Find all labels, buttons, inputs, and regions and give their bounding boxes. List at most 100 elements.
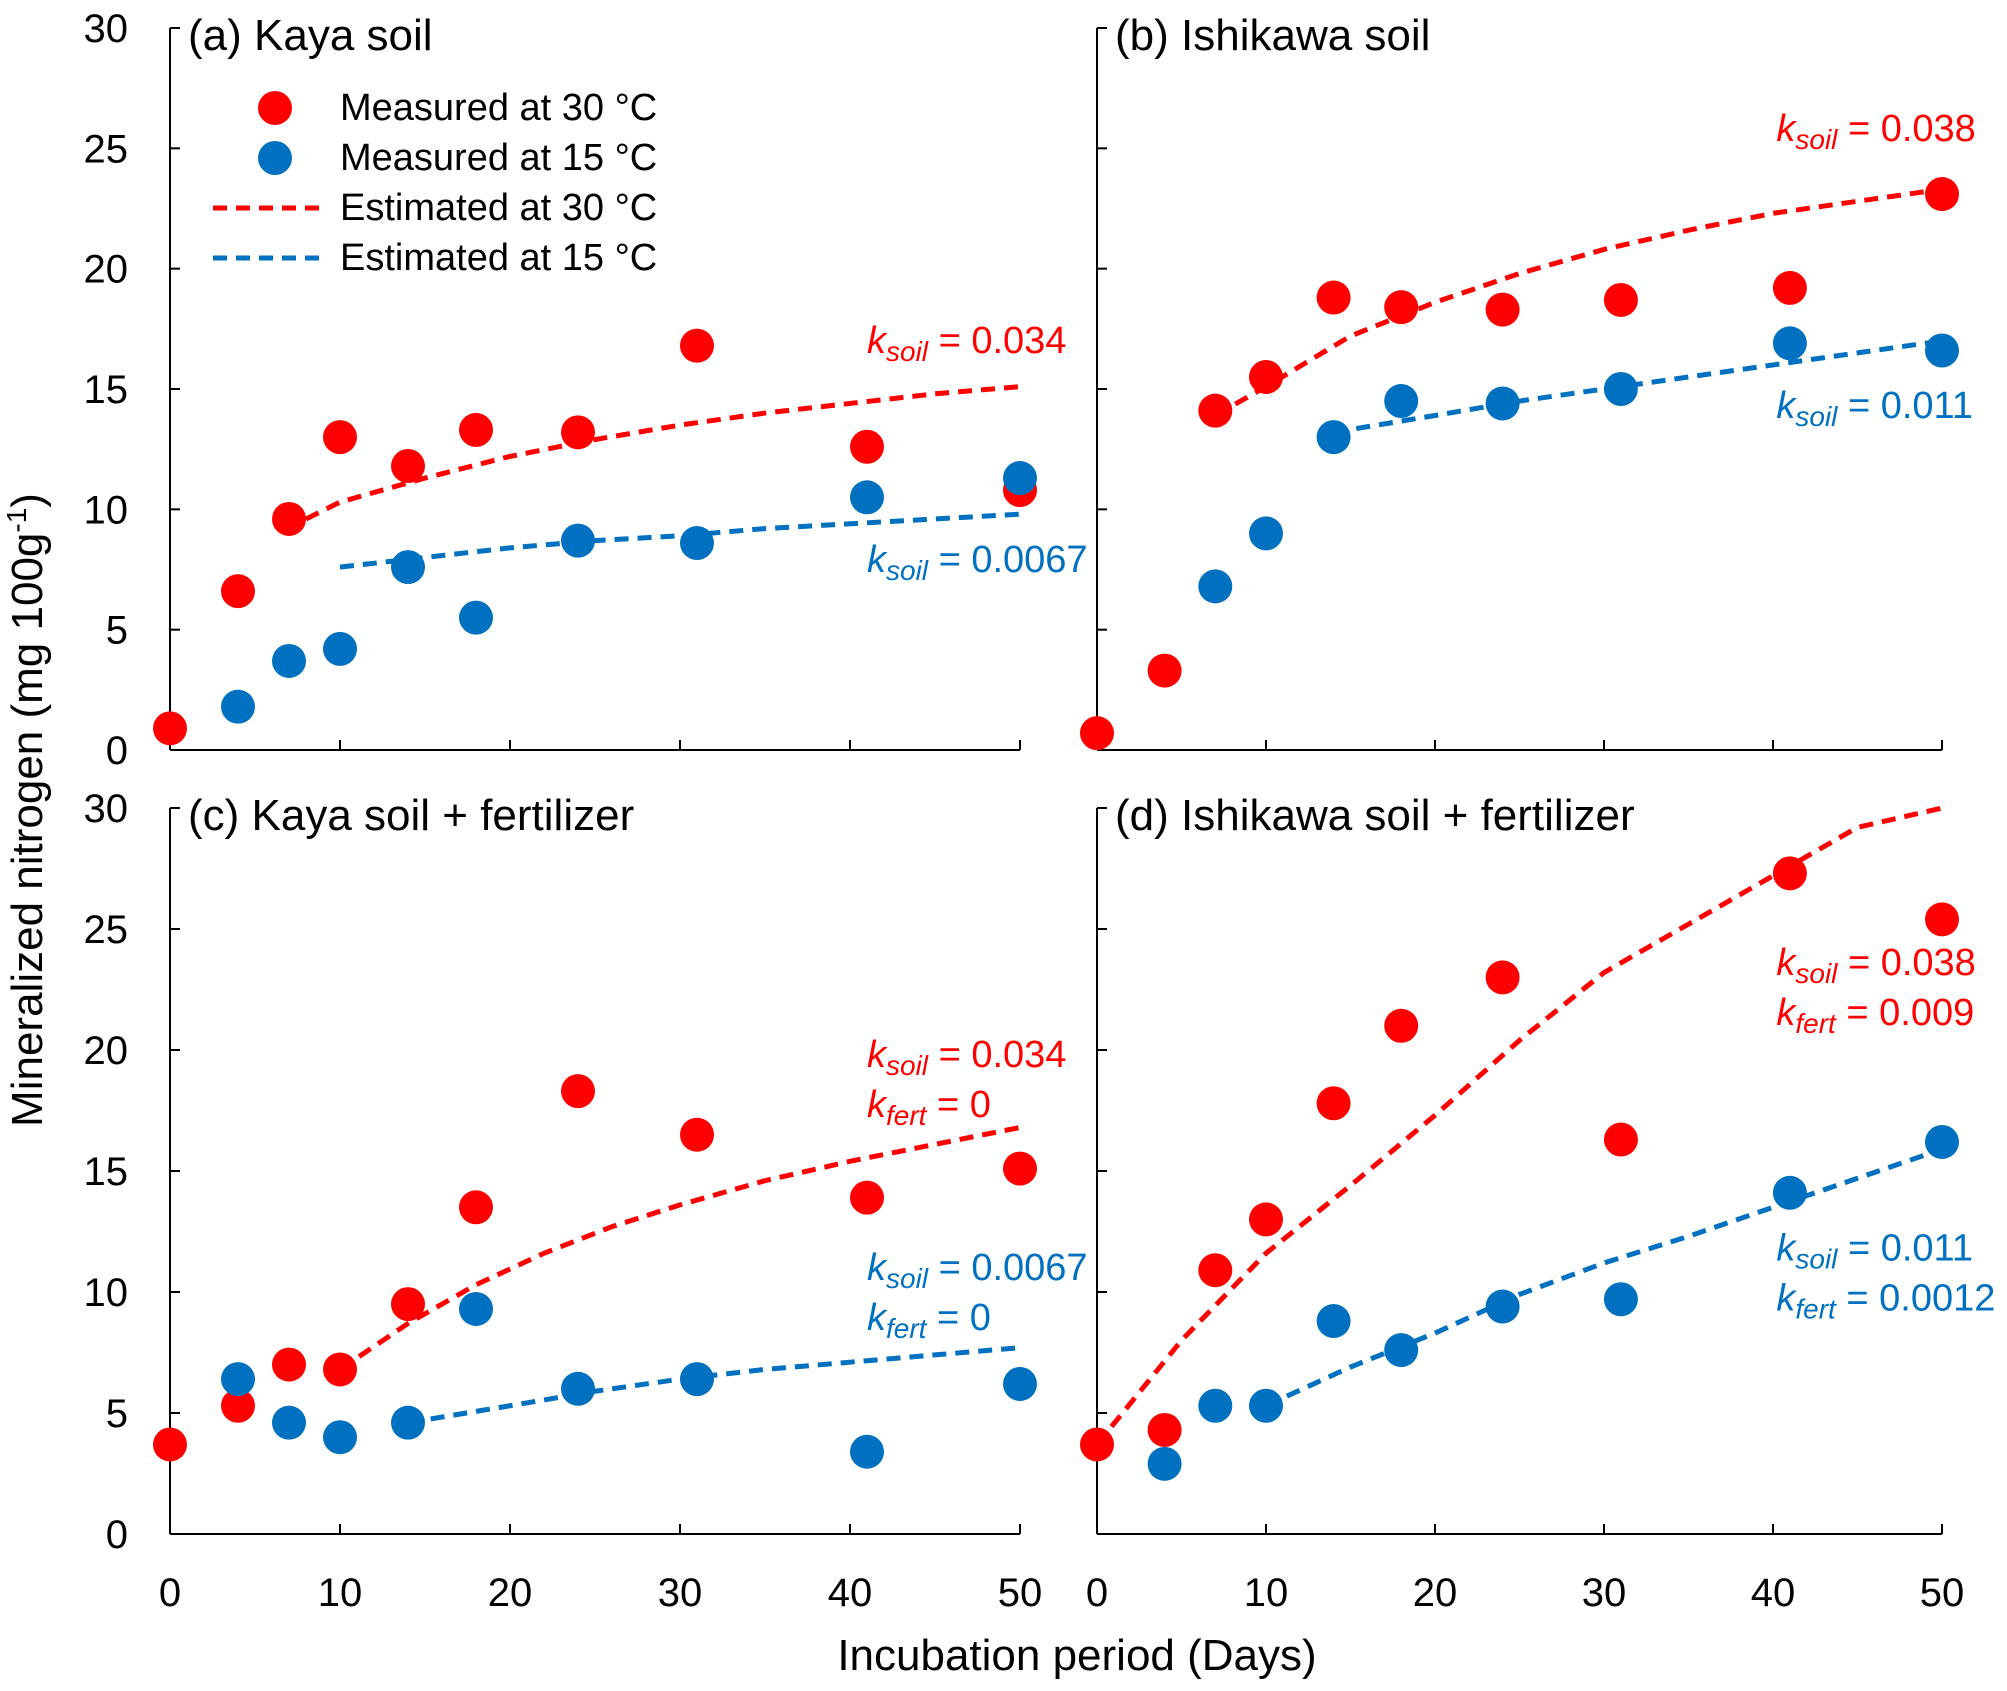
y-tick-label: 25 [84,908,129,952]
data-point [1485,386,1520,421]
data-point [221,689,255,724]
data-point [561,523,595,558]
data-point [1485,1289,1520,1324]
y-tick-label: 20 [84,1029,129,1073]
data-point [1003,1151,1037,1186]
k-value: = 0 [926,1297,990,1339]
data-point [1198,569,1233,604]
data-point [1603,282,1638,317]
data-point [153,1427,187,1462]
data-point [1249,1202,1283,1237]
fit-line [1214,186,1943,418]
k-symbol: k [1776,108,1797,150]
x-tick-label: 50 [1920,1571,1965,1615]
data-point [272,643,306,678]
panel-title: (d) Ishikawa soil + fertilizer [1115,791,1635,840]
k-subscript: fert [1795,1294,1837,1325]
y-axis-title: Mineralized nitrogen (mg 100g-1) [1,493,52,1127]
k-annotation: ksoil = 0.038 [1776,108,1975,155]
data-point [391,1287,425,1322]
data-point [272,501,306,536]
y-axis-title-close: ) [3,493,52,508]
data-point [391,449,425,484]
k-symbol: k [1776,1278,1797,1320]
data-point [680,1117,714,1152]
data-point [1603,372,1638,406]
k-subscript: soil [886,336,929,367]
data-point [459,1291,493,1326]
legend-label: Measured at 15 °C [340,137,657,179]
y-tick-label: 10 [84,488,129,532]
y-tick-label: 25 [84,127,129,171]
data-point [323,1352,357,1387]
data-point [1772,326,1807,361]
data-point [1316,420,1351,455]
x-tick-label: 30 [1582,1571,1627,1615]
k-annotation: kfert = 0.0012 [1776,1278,1995,1325]
k-value: = 0.038 [1837,942,1975,984]
legend: Measured at 30 °C Measured at 15 °C Estima… [213,87,657,279]
panel-4: 0 10 20 30 40 50 (d) Ishikawa soil + fertilize… [1080,791,1995,1615]
y-tick-label: 30 [84,7,129,51]
data-point [1925,1124,1959,1159]
data-point [1925,902,1959,937]
data-point [1603,1122,1638,1157]
data-point [1003,1366,1037,1401]
data-point [1080,1427,1114,1462]
y-tick-label: 15 [84,368,129,412]
data-point [1080,716,1114,751]
x-tick-label: 10 [1244,1571,1289,1615]
y-tick-label: 5 [106,1392,128,1436]
data-point [1384,1008,1419,1043]
data-point [561,415,595,450]
y-tick-label: 0 [106,1513,128,1557]
fit-line [338,1124,1021,1372]
k-annotation: kfert = 0.009 [1776,992,1974,1039]
x-axis-title: Incubation period (Days) [837,1631,1316,1680]
data-point [1772,270,1807,305]
data-point [680,1362,714,1397]
data-point [1147,653,1182,688]
k-subscript: soil [1795,124,1838,155]
data-point [850,1180,884,1215]
y-axis-title-main: Mineralized nitrogen (mg 100g [3,533,52,1127]
data-point [1925,333,1959,368]
x-tick-label: 50 [998,1571,1043,1615]
data-point [459,412,493,447]
x-tick-label: 10 [318,1571,363,1615]
data-point [1485,292,1520,327]
y-tick-label: 0 [106,729,128,773]
fit-line [1333,338,1943,435]
data-point [850,1434,884,1469]
data-point [1316,1304,1351,1339]
k-annotation: kfert = 0 [867,1297,991,1344]
data-point [1925,177,1959,212]
data-point [680,526,714,561]
x-tick-label: 0 [1086,1571,1108,1615]
k-symbol: k [1776,942,1797,984]
fit-line [304,384,1021,522]
data-point [561,1371,595,1406]
data-point [850,480,884,515]
data-point [391,1405,425,1440]
x-tick-label: 30 [658,1571,703,1615]
data-point [1249,516,1283,551]
data-point [323,420,357,455]
k-subscript: soil [1795,1244,1838,1275]
y-tick-label: 10 [84,1271,129,1315]
k-value: = 0.0012 [1836,1278,1996,1320]
data-point [1249,359,1283,394]
y-tick-label: 5 [106,609,128,653]
data-point [1316,280,1351,315]
panel-title: (a) Kaya soil [188,11,433,60]
k-annotation: ksoil = 0.011 [1776,1228,1973,1275]
data-point [1772,856,1807,891]
k-value: = 0.011 [1837,385,1973,427]
x-tick-label: 20 [1413,1571,1458,1615]
y-axis-title-superscript: -1 [1,508,32,533]
data-point [1249,1388,1283,1423]
